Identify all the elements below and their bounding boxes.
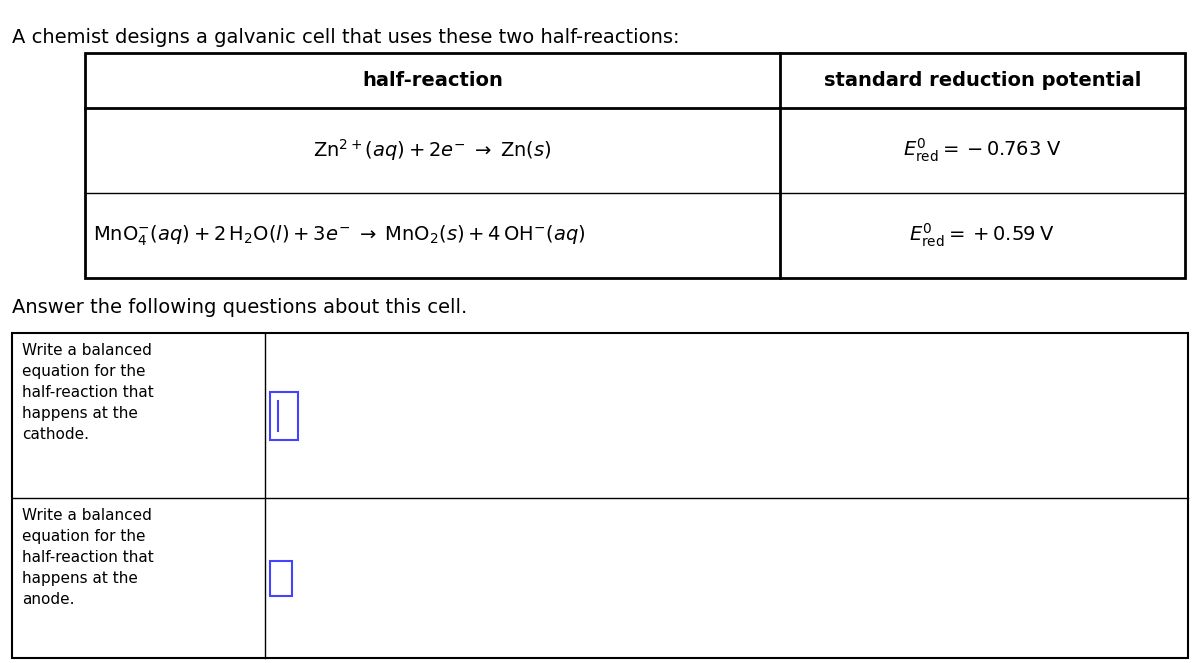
Text: $\mathrm{MnO}_{4}^{-}\mathit{(aq)}+2\,\mathrm{H}_{2}\mathrm{O}(l)+3e^{-}\;\right: $\mathrm{MnO}_{4}^{-}\mathit{(aq)}+2\,\m… (94, 223, 586, 248)
Text: half-reaction: half-reaction (362, 71, 503, 90)
Text: $E^{0}_{\mathrm{red}}=-0.763\;\mathrm{V}$: $E^{0}_{\mathrm{red}}=-0.763\;\mathrm{V}… (904, 137, 1062, 164)
Text: A chemist designs a galvanic cell that uses these two half-reactions:: A chemist designs a galvanic cell that u… (12, 28, 679, 47)
Text: standard reduction potential: standard reduction potential (824, 71, 1141, 90)
Text: Answer the following questions about this cell.: Answer the following questions about thi… (12, 298, 467, 317)
Text: Write a balanced
equation for the
half-reaction that
happens at the
anode.: Write a balanced equation for the half-r… (22, 508, 154, 607)
Text: $E^{0}_{\mathrm{red}}=+0.59\;\mathrm{V}$: $E^{0}_{\mathrm{red}}=+0.59\;\mathrm{V}$ (910, 222, 1056, 249)
Text: Write a balanced
equation for the
half-reaction that
happens at the
cathode.: Write a balanced equation for the half-r… (22, 343, 154, 442)
Text: $\mathrm{Zn}^{2+}\mathit{(aq)}+2e^{-}\;\rightarrow\;\mathrm{Zn}(s)$: $\mathrm{Zn}^{2+}\mathit{(aq)}+2e^{-}\;\… (313, 137, 552, 164)
